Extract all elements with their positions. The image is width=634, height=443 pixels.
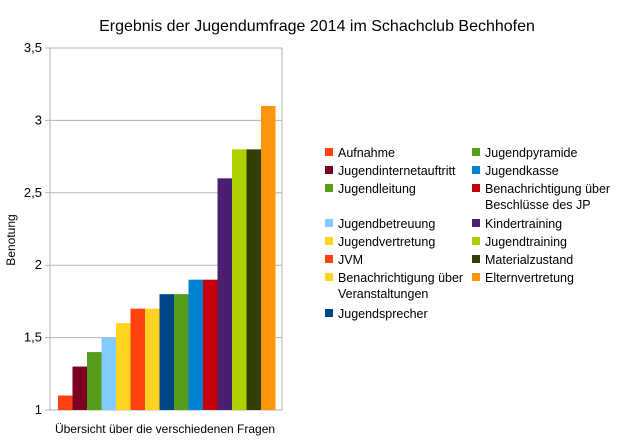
axes	[49, 48, 283, 410]
legend-swatch	[325, 309, 333, 317]
bars	[58, 105, 276, 411]
legend-label: Kindertraining	[485, 217, 562, 231]
bar-jugendsprecher	[159, 294, 174, 410]
legend-swatch	[472, 273, 480, 281]
legend-label: Aufnahme	[338, 146, 395, 160]
bar-jugendbetreuung	[101, 337, 116, 410]
legend-label: Jugendinternetauftritt	[338, 164, 456, 178]
y-tick-labels: 1 1,5 2 2,5 3 3,5	[24, 40, 42, 417]
bar-jugendleitung	[87, 352, 102, 410]
legend-swatch	[472, 166, 480, 174]
bar-jugendpyramide	[174, 294, 189, 410]
legend-swatch	[472, 237, 480, 245]
y-tick-label: 1	[35, 402, 42, 417]
legend-swatch	[472, 255, 480, 263]
legend-label: Jugendtraining	[485, 235, 567, 249]
chart-title: Ergebnis der Jugendumfrage 2014 im Schac…	[99, 18, 535, 35]
legend-swatch	[325, 273, 333, 281]
bar-aufnahme	[58, 395, 73, 410]
legend: Aufnahme Jugendinternetauftritt Jugendleit…	[325, 146, 610, 321]
bar-jugendkasse	[188, 279, 203, 410]
legend-label: Jugendleitung	[338, 182, 416, 196]
legend-swatch	[325, 148, 333, 156]
bar-materialzustand	[246, 149, 261, 411]
legend-swatch	[325, 166, 333, 174]
legend-label: Elternvertretung	[485, 271, 574, 285]
legend-label: Benachrichtigung über Beschlüsse des JP	[485, 182, 610, 212]
bar-elternvertretung	[261, 105, 276, 411]
legend-swatch	[325, 184, 333, 192]
bar-benachrichtigung-über-beschlüsse-des-jp	[203, 279, 218, 410]
y-tick-label: 2	[35, 257, 42, 272]
legend-label: Jugendpyramide	[485, 146, 577, 160]
legend-swatch	[325, 237, 333, 245]
legend-label: Jugendvertretung	[338, 235, 435, 249]
x-axis-title: Übersicht über die verschiedenen Fragen	[55, 422, 275, 436]
legend-swatch	[472, 148, 480, 156]
y-tick-label: 1,5	[24, 330, 42, 345]
legend-label: Jugendbetreuung	[338, 217, 435, 231]
bar-jvm	[130, 308, 145, 410]
y-axis-title: Benotung	[4, 214, 18, 265]
legend-swatch	[472, 184, 480, 192]
legend-label: Jugendkasse	[485, 164, 559, 178]
legend-swatch	[325, 219, 333, 227]
legend-label: Materialzustand	[485, 253, 573, 267]
legend-label: JVM	[338, 253, 363, 267]
legend-label: Jugendsprecher	[338, 307, 428, 321]
legend-swatch	[472, 219, 480, 227]
legend-label: Benachrichtigung über Veranstaltungen	[338, 271, 463, 301]
y-tick-label: 3	[35, 112, 42, 127]
bar-jugendtraining	[232, 149, 247, 411]
bar-kindertraining	[217, 178, 232, 410]
y-tick-label: 3,5	[24, 40, 42, 55]
bar-benachrichtigung-über-veranstaltungen	[145, 308, 160, 410]
legend-swatch	[325, 255, 333, 263]
y-tick-label: 2,5	[24, 185, 42, 200]
bar-jugendinternetauftritt	[72, 366, 87, 410]
bar-jugendvertretung	[116, 323, 131, 410]
